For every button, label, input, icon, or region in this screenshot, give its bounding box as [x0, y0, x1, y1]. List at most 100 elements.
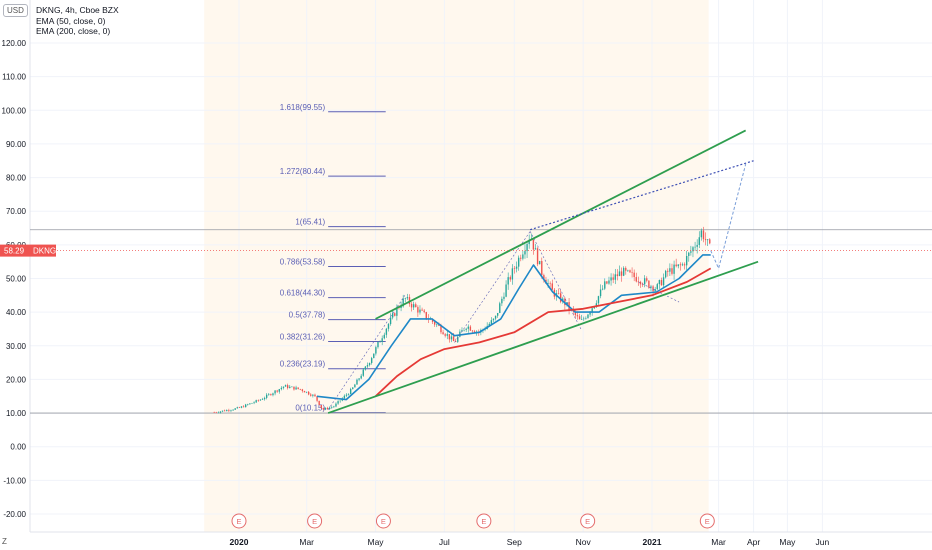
- candle-body: [690, 251, 692, 253]
- candle-body: [685, 255, 688, 266]
- candle-body: [515, 266, 518, 269]
- candle-body: [387, 324, 390, 329]
- candle-body: [402, 298, 404, 307]
- candle-body: [625, 267, 627, 271]
- candle-body: [513, 268, 516, 269]
- fib-level-label: 1(65.41): [295, 218, 325, 227]
- candle-body: [520, 257, 522, 259]
- candle-body: [599, 289, 602, 297]
- candle-body: [247, 404, 249, 405]
- candle-body: [404, 298, 406, 299]
- candle-body: [289, 386, 291, 389]
- candle-body: [509, 277, 511, 280]
- candle-body: [591, 308, 593, 313]
- fib-level-label: 1.272(80.44): [280, 167, 326, 176]
- swing-line: [638, 281, 680, 303]
- candle-body: [419, 309, 421, 313]
- candle-body: [452, 336, 455, 342]
- earnings-marker-icon[interactable]: [476, 513, 492, 529]
- candle-body: [490, 320, 493, 324]
- candle-body: [706, 239, 709, 241]
- candle-body: [307, 391, 310, 395]
- earnings-marker-label: E: [312, 517, 317, 526]
- candle-body: [646, 278, 648, 281]
- candle-body: [331, 407, 333, 408]
- candle-body: [360, 375, 362, 379]
- candle-body: [265, 394, 268, 398]
- chart-legend: DKNG, 4h, Cboe BZX EMA (50, close, 0) EM…: [36, 5, 119, 37]
- candle-body: [299, 388, 301, 390]
- candle-body: [499, 303, 501, 313]
- x-tick-label: May: [779, 537, 796, 547]
- candle-body: [700, 230, 703, 238]
- candle-body: [236, 407, 238, 409]
- candle-body: [394, 313, 396, 316]
- earnings-marker-icon[interactable]: [307, 513, 323, 529]
- candle-body: [654, 289, 656, 292]
- indicator-ema200[interactable]: EMA (200, close, 0): [36, 26, 111, 36]
- candle-body: [681, 264, 684, 266]
- y-tick-label: 100.00: [2, 106, 27, 115]
- candle-body: [595, 303, 598, 307]
- candle-body: [578, 316, 581, 320]
- x-tick-label: Sep: [507, 537, 522, 547]
- candle-body: [322, 408, 325, 410]
- currency-selector[interactable]: USD: [3, 4, 28, 17]
- candle-body: [423, 310, 425, 313]
- candle-body: [658, 280, 661, 285]
- candle-body: [528, 239, 530, 245]
- candle-body: [305, 391, 308, 393]
- candle-body: [259, 399, 262, 401]
- symbol-line[interactable]: DKNG, 4h, Cboe BZX: [36, 5, 119, 15]
- indicator-ema50[interactable]: EMA (50, close, 0): [36, 15, 106, 26]
- x-tick-label: May: [368, 537, 385, 547]
- candle-body: [643, 278, 646, 285]
- candle-body: [469, 326, 472, 331]
- candle-body: [408, 297, 411, 304]
- candle-body: [507, 277, 509, 285]
- candle-body: [410, 303, 413, 308]
- candle-body: [286, 385, 289, 389]
- candle-body: [675, 264, 677, 267]
- candle-body: [377, 342, 379, 348]
- last-price-value: 58.29: [4, 247, 25, 256]
- earnings-marker-icon[interactable]: [699, 513, 715, 529]
- candle-body: [551, 283, 553, 290]
- y-tick-label: 50.00: [6, 275, 27, 284]
- candle-body: [370, 358, 373, 363]
- candle-body: [606, 281, 608, 284]
- candle-body: [505, 284, 507, 297]
- candle-body: [536, 248, 539, 265]
- earnings-marker-icon[interactable]: [231, 513, 247, 529]
- candle-body: [272, 393, 274, 396]
- candle-body: [352, 387, 354, 390]
- candle-body: [438, 324, 440, 326]
- y-tick-label: 0.00: [10, 443, 26, 452]
- candle-body: [354, 384, 356, 388]
- earnings-marker-icon[interactable]: [375, 513, 391, 529]
- candle-body: [448, 334, 451, 340]
- candle-body: [656, 284, 658, 290]
- candle-body: [702, 230, 705, 240]
- candle-body: [257, 400, 259, 401]
- fib-level-label: 0.618(44.30): [280, 289, 326, 298]
- candle-body: [454, 341, 457, 342]
- candle-body: [425, 312, 427, 319]
- candle-body: [436, 324, 438, 326]
- fib-level-label: 1.618(99.55): [280, 103, 326, 112]
- candle-body: [488, 323, 490, 326]
- projection-path: [710, 163, 747, 270]
- candle-body: [616, 274, 619, 277]
- candle-body: [343, 395, 346, 399]
- timezone-button[interactable]: Z: [2, 537, 7, 546]
- candle-body: [385, 328, 388, 335]
- candle-body: [547, 283, 549, 284]
- earnings-marker-label: E: [381, 517, 386, 526]
- candle-body: [496, 312, 499, 316]
- earnings-marker-icon[interactable]: [580, 513, 596, 529]
- candle-body: [335, 403, 337, 407]
- candle-body: [379, 341, 381, 343]
- candle-body: [444, 334, 446, 336]
- y-tick-label: 110.00: [2, 73, 26, 82]
